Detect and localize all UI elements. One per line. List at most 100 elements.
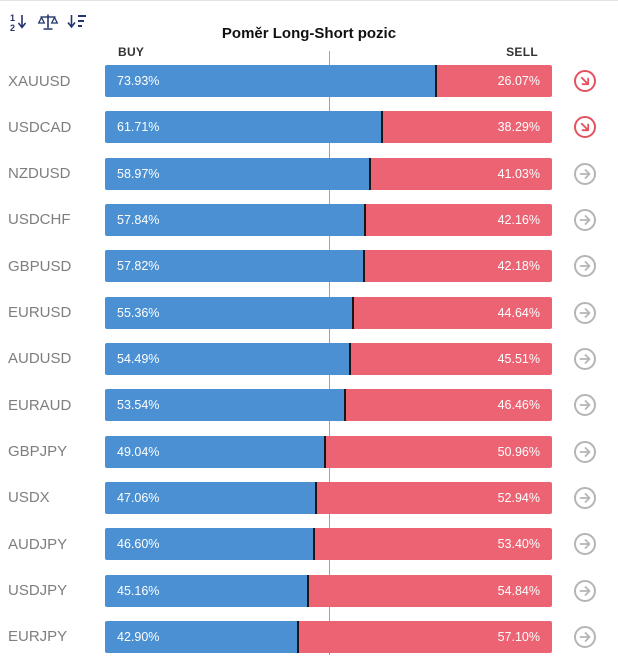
arrow-right-circle-icon[interactable] <box>574 116 596 139</box>
svg-text:1: 1 <box>10 13 15 23</box>
sell-value-label: 26.07% <box>497 74 540 88</box>
ratio-bar: 46.60% 53.40% <box>105 528 552 561</box>
symbol-label: XAUUSD <box>8 72 71 90</box>
row-action-cell <box>552 70 618 92</box>
sell-value-label: 42.18% <box>497 259 540 274</box>
buy-bar-segment: 61.71% <box>105 111 381 144</box>
symbol-label: AUDJPY <box>8 535 68 553</box>
column-headers: BUY SELL <box>105 45 552 59</box>
symbol-label: EURAUD <box>8 396 72 414</box>
arrow-right-circle-icon[interactable] <box>574 208 596 231</box>
sell-value-label: 53.40% <box>497 537 540 552</box>
widget-header: 1 2 Poměr Long-Short poz <box>0 7 618 65</box>
buy-bar-segment: 45.16% <box>105 574 307 607</box>
table-row: USDCHF 57.84% 42.16% <box>0 203 618 236</box>
buy-bar-segment: 57.84% <box>105 203 364 236</box>
arrow-right-circle-icon[interactable] <box>574 394 596 417</box>
ratio-bar: 61.71% 38.29% <box>105 111 552 144</box>
buy-value-label: 58.97% <box>117 166 160 181</box>
sell-bar-segment: 26.07% <box>435 65 552 97</box>
buy-bar-segment: 55.36% <box>105 296 353 329</box>
buy-bar-segment: 49.04% <box>105 435 325 468</box>
symbol-label: USDJPY <box>8 582 68 600</box>
ratio-bar: 53.54% 46.46% <box>105 389 552 422</box>
symbol-label: USDCHF <box>8 211 71 229</box>
buy-bar-segment: 57.82% <box>105 250 364 283</box>
buy-value-label: 55.36% <box>117 305 160 320</box>
table-row: EURUSD 55.36% 44.64% <box>0 296 618 329</box>
symbol-label: GBPJPY <box>8 443 68 461</box>
row-action-cell <box>552 486 618 509</box>
row-action-cell <box>552 116 618 139</box>
sell-bar-segment: 44.64% <box>352 296 552 329</box>
symbol-label: USDCAD <box>8 118 72 136</box>
buy-value-label: 47.06% <box>117 490 160 505</box>
sell-bar-segment: 57.10% <box>296 620 552 653</box>
sort-toolbar: 1 2 <box>8 11 88 33</box>
row-action-cell <box>552 255 618 278</box>
ratio-bar: 54.49% 45.51% <box>105 342 552 375</box>
balance-icon[interactable] <box>37 11 59 33</box>
arrow-right-circle-icon[interactable] <box>574 70 596 92</box>
sell-value-label: 46.46% <box>497 398 540 413</box>
buy-bar-segment: 53.54% <box>105 389 345 422</box>
sell-value-label: 44.64% <box>497 305 540 320</box>
buy-bar-segment: 42.90% <box>105 620 297 653</box>
arrow-right-circle-icon[interactable] <box>574 301 596 324</box>
sell-bar-segment: 41.03% <box>368 157 552 190</box>
sell-bar-segment: 50.96% <box>324 435 552 468</box>
symbol-label: EURJPY <box>8 628 68 646</box>
buy-bar-segment: 47.06% <box>105 481 316 514</box>
row-action-cell <box>552 208 618 231</box>
table-row: EURJPY 42.90% 57.10% <box>0 620 618 653</box>
ratio-bar: 55.36% 44.64% <box>105 296 552 329</box>
sell-bar-segment: 42.18% <box>363 250 552 283</box>
row-action-cell <box>552 347 618 370</box>
row-action-cell <box>552 301 618 324</box>
arrow-right-circle-icon[interactable] <box>574 486 596 509</box>
buy-value-label: 45.16% <box>117 583 160 598</box>
ratio-bar: 49.04% 50.96% <box>105 435 552 468</box>
arrow-right-circle-icon[interactable] <box>574 533 596 556</box>
sell-bar-segment: 38.29% <box>380 111 552 144</box>
row-action-cell <box>552 440 618 463</box>
ratio-bar: 73.93% 26.07% <box>105 65 552 97</box>
buy-value-label: 73.93% <box>117 74 160 88</box>
sell-value-label: 45.51% <box>497 351 540 366</box>
sell-bar-segment: 45.51% <box>348 342 552 375</box>
buy-value-label: 61.71% <box>117 120 160 135</box>
table-row: EURAUD 53.54% 46.46% <box>0 389 618 422</box>
arrow-right-circle-icon[interactable] <box>574 255 596 278</box>
ratio-bar: 42.90% 57.10% <box>105 620 552 653</box>
ratio-bar: 47.06% 52.94% <box>105 481 552 514</box>
rows-container: XAUUSD 73.93% 26.07% USDCAD 61.71% 38.29… <box>0 51 618 659</box>
buy-bar-segment: 46.60% <box>105 528 314 561</box>
ratio-bar: 57.82% 42.18% <box>105 250 552 283</box>
table-row: USDJPY 45.16% 54.84% <box>0 574 618 607</box>
sort-numeric-icon[interactable]: 1 2 <box>8 11 30 33</box>
arrow-right-circle-icon[interactable] <box>574 625 596 648</box>
buy-bar-segment: 58.97% <box>105 157 369 190</box>
table-row: AUDJPY 46.60% 53.40% <box>0 528 618 561</box>
sell-value-label: 38.29% <box>497 120 540 135</box>
row-action-cell <box>552 394 618 417</box>
row-action-cell <box>552 533 618 556</box>
sell-value-label: 42.16% <box>497 212 540 227</box>
buy-value-label: 54.49% <box>117 351 160 366</box>
table-row: USDX 47.06% 52.94% <box>0 481 618 514</box>
buy-bar-segment: 73.93% <box>105 65 436 97</box>
ratio-bar: 45.16% 54.84% <box>105 574 552 607</box>
sort-amount-icon[interactable] <box>66 11 88 33</box>
widget-title: Poměr Long-Short pozic <box>221 25 397 42</box>
symbol-label: USDX <box>8 489 50 507</box>
ratio-bar: 58.97% 41.03% <box>105 157 552 190</box>
arrow-right-circle-icon[interactable] <box>574 162 596 185</box>
table-row: NZDUSD 58.97% 41.03% <box>0 157 618 190</box>
buy-value-label: 57.82% <box>117 259 160 274</box>
sell-value-label: 52.94% <box>497 490 540 505</box>
arrow-right-circle-icon[interactable] <box>574 347 596 370</box>
arrow-right-circle-icon[interactable] <box>574 579 596 602</box>
sell-bar-segment: 46.46% <box>344 389 552 422</box>
arrow-right-circle-icon[interactable] <box>574 440 596 463</box>
